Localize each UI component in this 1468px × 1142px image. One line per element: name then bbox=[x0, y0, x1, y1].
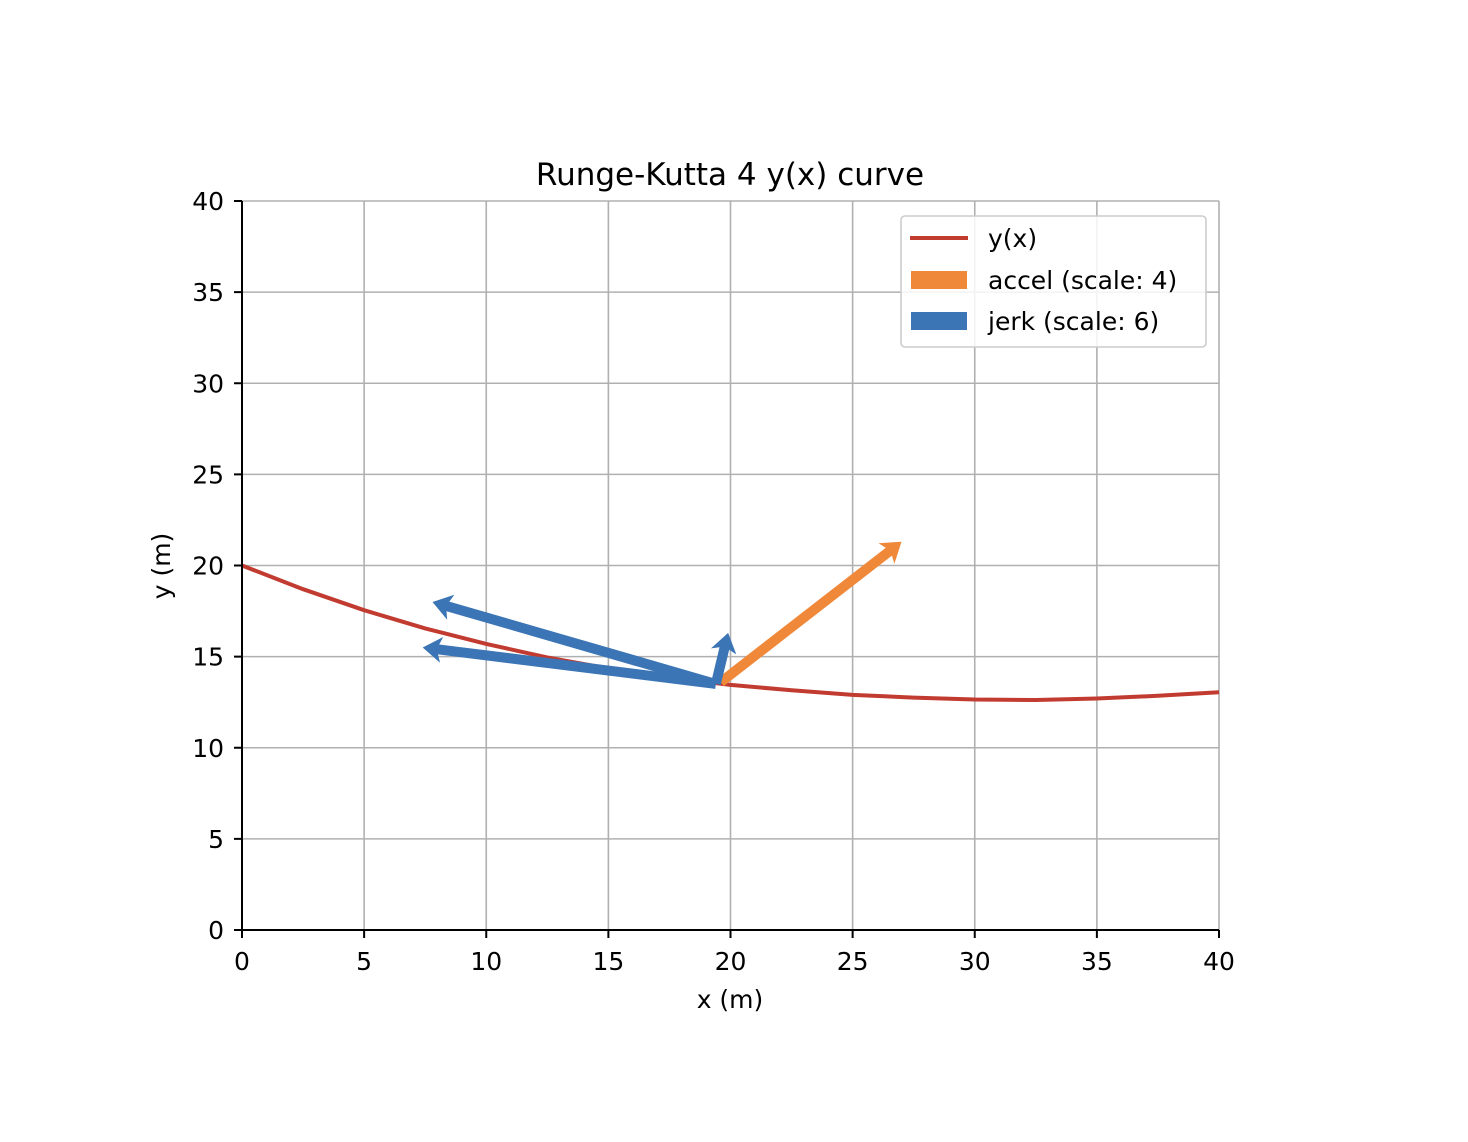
y-axis-ticks: 0 5 10 15 20 25 30 35 40 bbox=[192, 187, 242, 945]
y-tick-label: 5 bbox=[208, 825, 224, 854]
y-tick-label: 25 bbox=[192, 460, 224, 489]
legend-label-jerk: jerk (scale: 6) bbox=[987, 307, 1159, 336]
chart-title: Runge-Kutta 4 y(x) curve bbox=[536, 157, 924, 193]
y-tick-label: 20 bbox=[192, 552, 224, 581]
legend-swatch-accel bbox=[911, 271, 967, 289]
accel-arrow bbox=[717, 541, 902, 687]
vector-layer bbox=[422, 541, 902, 689]
x-tick-label: 40 bbox=[1203, 947, 1235, 976]
y-tick-label: 15 bbox=[192, 643, 224, 672]
jerk-arrow bbox=[432, 594, 718, 689]
legend: y(x) accel (scale: 4) jerk (scale: 6) bbox=[900, 215, 1207, 348]
y-tick-label: 30 bbox=[192, 369, 224, 398]
y-tick-label: 40 bbox=[192, 187, 224, 216]
legend-label-curve: y(x) bbox=[988, 224, 1037, 253]
legend-frame bbox=[900, 215, 1207, 348]
y-axis-label: y (m) bbox=[147, 533, 176, 600]
series-layer bbox=[241, 563, 1220, 702]
x-tick-label: 10 bbox=[470, 947, 502, 976]
y-tick-label: 35 bbox=[192, 278, 224, 307]
x-axis-label: x (m) bbox=[697, 985, 764, 1014]
x-tick-label: 5 bbox=[356, 947, 372, 976]
x-tick-label: 35 bbox=[1081, 947, 1113, 976]
legend-swatch-jerk bbox=[911, 312, 967, 330]
x-tick-label: 0 bbox=[234, 947, 250, 976]
x-tick-label: 25 bbox=[837, 947, 869, 976]
series-line bbox=[241, 563, 1220, 702]
y-tick-label: 10 bbox=[192, 734, 224, 763]
x-tick-label: 20 bbox=[715, 947, 747, 976]
grid bbox=[241, 200, 1220, 931]
x-tick-label: 30 bbox=[959, 947, 991, 976]
jerk-arrow bbox=[422, 637, 717, 689]
y-tick-label: 0 bbox=[208, 916, 224, 945]
x-axis-ticks: 0 5 10 15 20 25 30 35 40 bbox=[234, 930, 1235, 976]
x-tick-label: 15 bbox=[592, 947, 624, 976]
jerk-arrow bbox=[711, 632, 737, 686]
legend-label-accel: accel (scale: 4) bbox=[988, 266, 1177, 295]
